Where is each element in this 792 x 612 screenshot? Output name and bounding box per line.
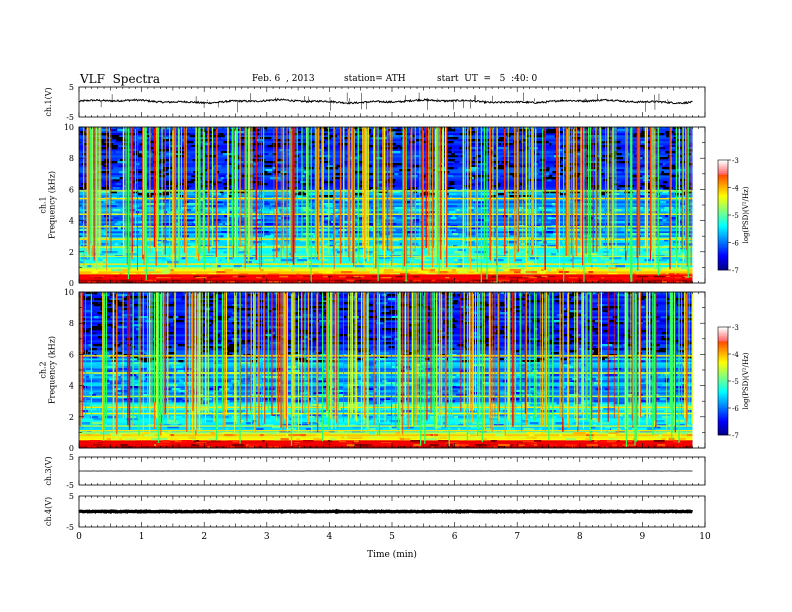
y-tick-label: 2: [69, 248, 74, 257]
station-label: station= ATH: [344, 74, 406, 84]
y-tick-label: -5: [66, 113, 74, 122]
y-tick-label: 4: [69, 382, 74, 391]
x-ticks: [78, 496, 706, 527]
colorbar-label: log(PSD)(V²/Hz): [742, 352, 750, 409]
y-tick-label: 10: [64, 123, 74, 132]
x-tick-label: 4: [327, 532, 333, 542]
y-tick-label: 10: [64, 288, 74, 297]
ch1-spectrogram-colorbar: -3 -4 -5 -6 -7 log(PSD)(V²/Hz): [717, 157, 750, 275]
colorbar-tick-label: -3: [732, 324, 739, 332]
x-tick-label: 10: [699, 532, 711, 542]
y-tick-label: 0: [69, 444, 74, 453]
ch1-voltage-trace: [78, 98, 693, 105]
date-label: Feb. 6 , 2013: [252, 74, 315, 84]
ch4-voltage-trace: [78, 508, 693, 515]
x-ticks: [78, 292, 706, 448]
ch1-spectrogram-image: [79, 127, 693, 284]
x-tick-label: 9: [640, 532, 646, 542]
ch1-voltage-ylabel: ch.1(V): [44, 87, 53, 116]
x-tick-label: 0: [76, 532, 82, 542]
y-tick-label: 5: [69, 83, 74, 92]
colorbar-label: log(PSD)(V²/Hz): [742, 186, 750, 243]
y-tick-label: 5: [69, 492, 74, 501]
ch3-voltage-ylabel: ch.3(V): [44, 456, 53, 485]
ch2-spectrogram-ylabel-line: Frequency (kHz): [48, 336, 57, 404]
ch1-spectrogram-ylabel: ch.1 Frequency (kHz): [39, 171, 57, 239]
start-time-label: start UT = 5 :40: 0: [437, 74, 538, 84]
colorbar-tick-label: -6: [732, 405, 739, 413]
x-tick-label: 7: [514, 532, 520, 542]
x-ticks: [78, 127, 706, 283]
y-tick-label: 8: [69, 319, 74, 328]
y-tick-label: 5: [69, 453, 74, 462]
y-tick-label: 0: [69, 279, 74, 288]
x-tick-label: 1: [139, 532, 145, 542]
y-tick-label: 2: [69, 413, 74, 422]
ch4-voltage-ylabel: ch.4(V): [44, 497, 53, 526]
x-tick-label: 6: [452, 532, 458, 542]
x-axis-label: Time (min): [367, 549, 417, 560]
y-tick-label: 4: [69, 217, 74, 226]
y-tick-label: -5: [66, 523, 74, 532]
ch1-spectrogram-ylabel-line: Frequency (kHz): [48, 171, 57, 239]
colorbar-tick-label: -3: [732, 157, 739, 165]
ch2-spectrogram-image: [78, 292, 693, 449]
x-tick-label: 5: [389, 532, 395, 542]
ch2-spectrogram-colorbar: -3 -4 -5 -6 -7 log(PSD)(V²/Hz): [717, 324, 750, 440]
colorbar-tick-label: -7: [732, 432, 739, 440]
x-ticks: [78, 87, 706, 117]
ch4-voltage-ylabel-line: ch.4(V): [44, 497, 53, 526]
colorbar-tick-label: -5: [732, 378, 739, 386]
colorbar-tick-label: -7: [732, 267, 739, 275]
chart-title: VLF Spectra: [80, 72, 161, 86]
ch3-voltage-ylabel-line: ch.3(V): [44, 456, 53, 485]
colorbar-tick-label: -5: [732, 212, 739, 220]
x-tick-label: 8: [577, 532, 583, 542]
y-tick-label: 8: [69, 154, 74, 163]
x-tick-label: 3: [264, 532, 270, 542]
colorbar-tick-label: -4: [732, 351, 739, 359]
x-ticks: [78, 457, 706, 485]
colorbar-tick-label: -4: [732, 185, 739, 193]
y-tick-label: 6: [69, 185, 74, 194]
ch1-spectrogram-ylabel-line: ch.1: [39, 196, 48, 213]
y-tick-label: -5: [66, 481, 74, 490]
ch1-voltage-ylabel-line: ch.1(V): [44, 87, 53, 116]
x-tick-label: 2: [201, 532, 207, 542]
ch2-spectrogram-ylabel: ch.2 Frequency (kHz): [39, 336, 57, 404]
colorbar-tick-label: -6: [732, 240, 739, 248]
ch2-spectrogram-ylabel-line: ch.2: [39, 361, 48, 378]
y-tick-label: 6: [69, 350, 74, 359]
